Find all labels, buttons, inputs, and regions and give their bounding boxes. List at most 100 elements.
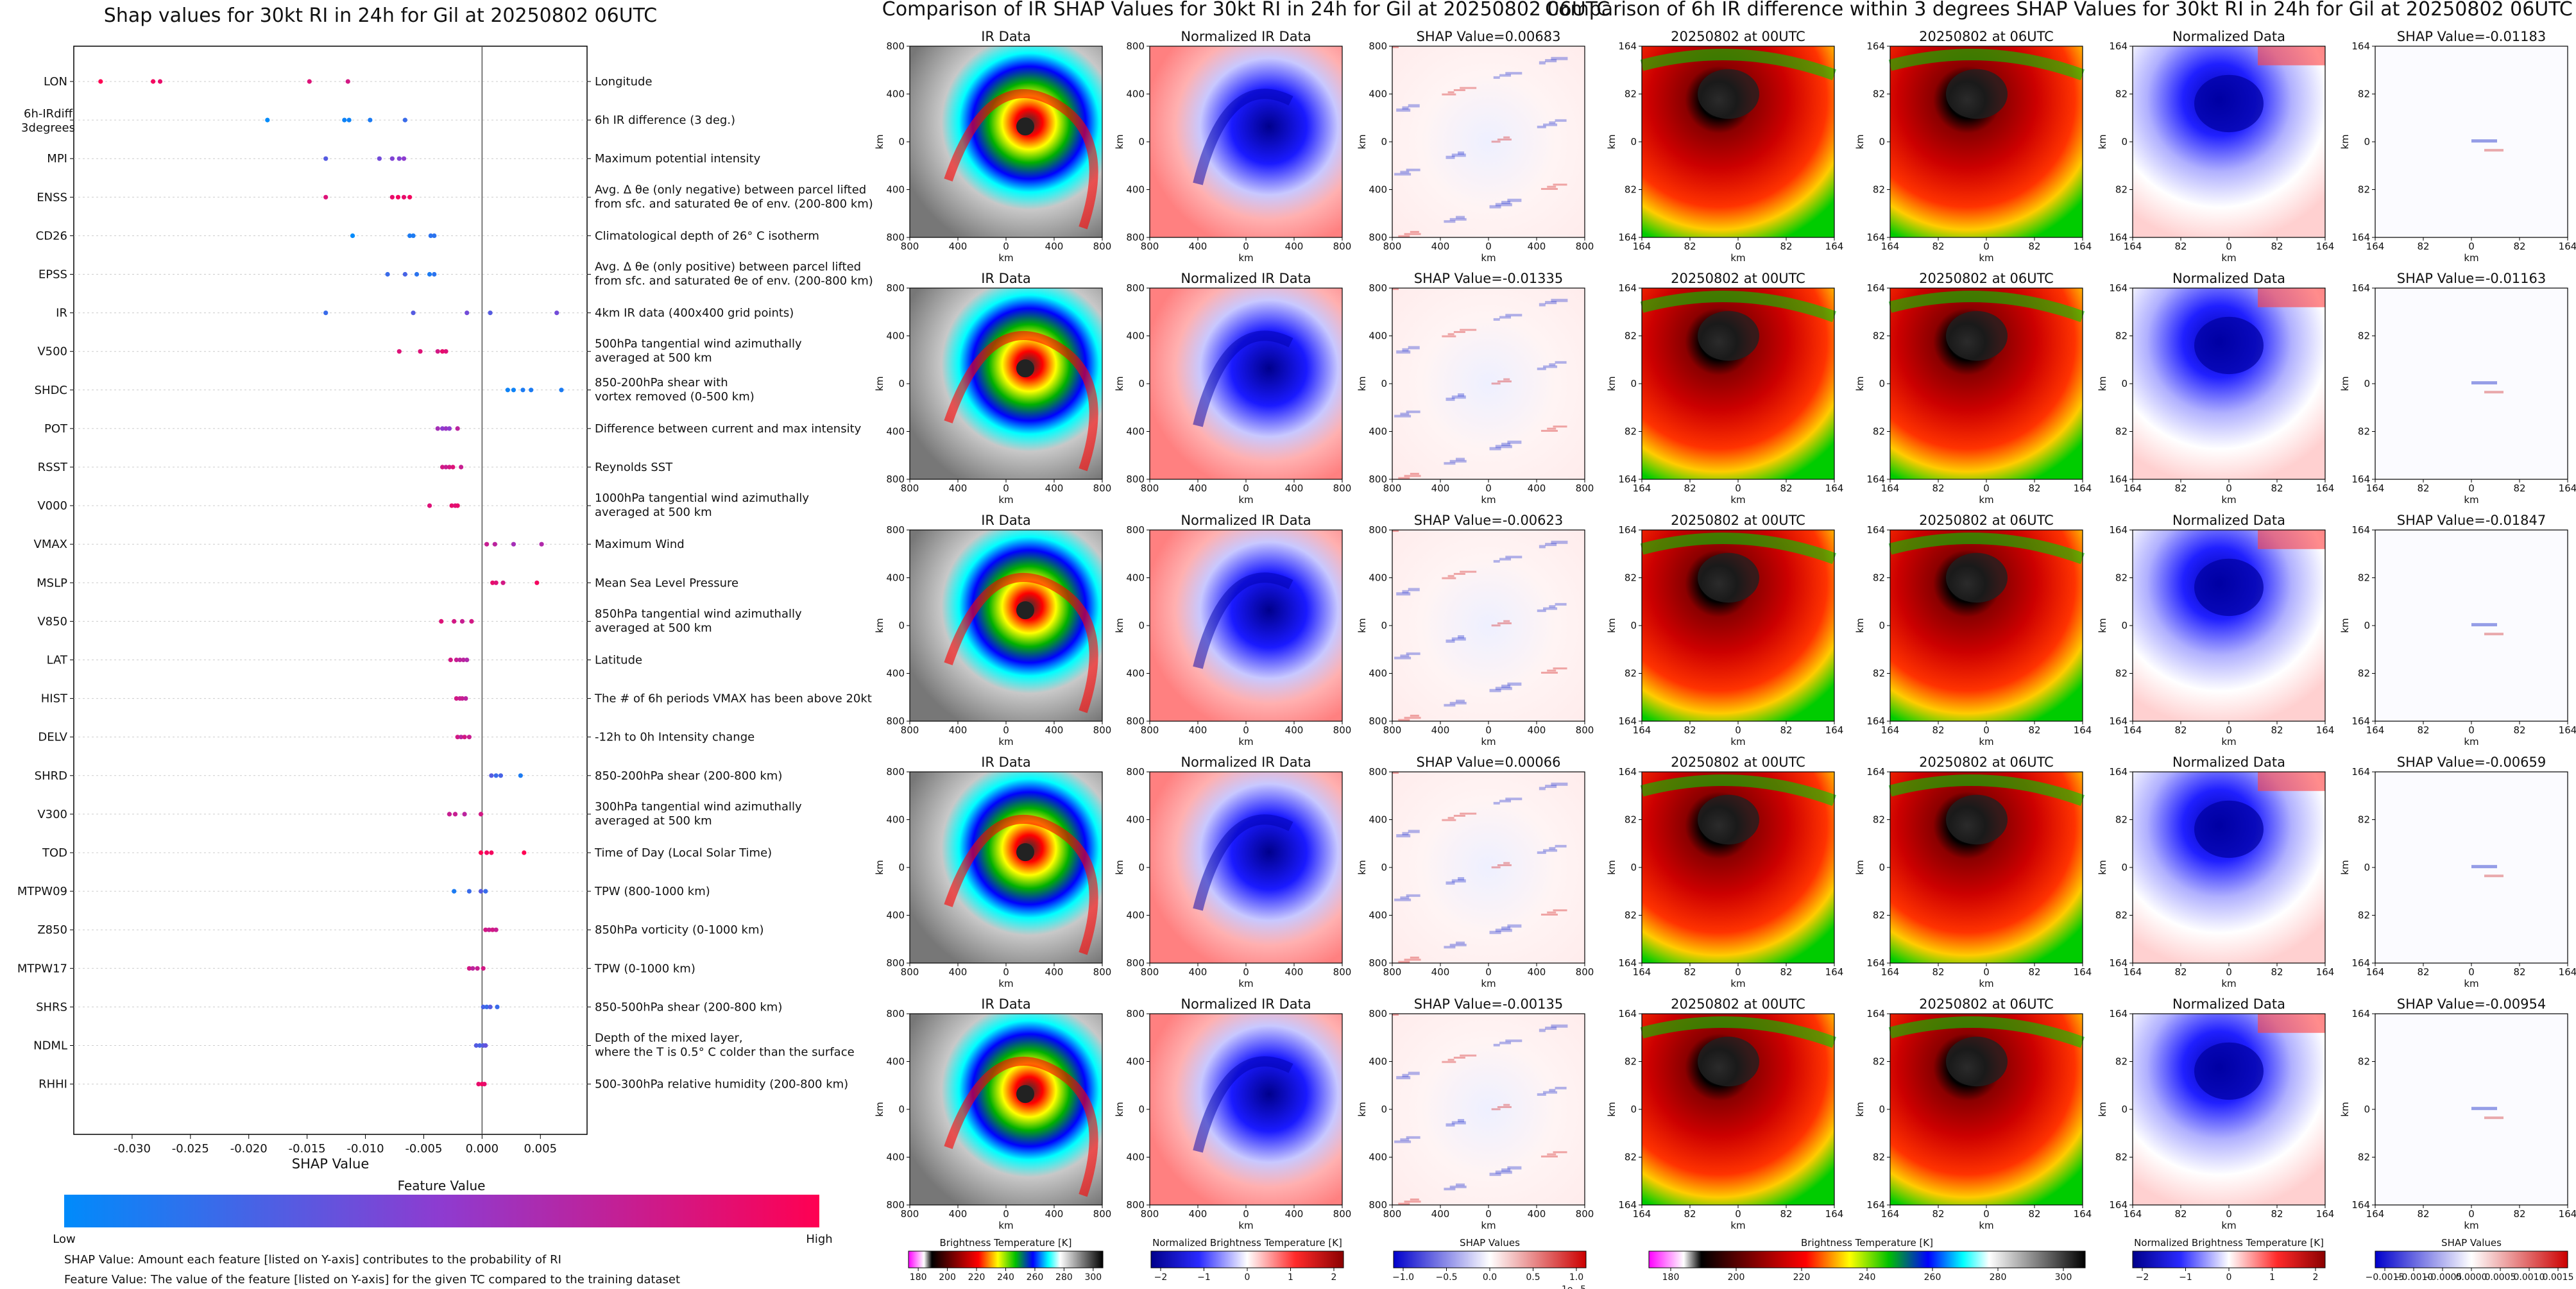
colorbar-tick-label: 0.0010 — [2514, 1272, 2545, 1283]
shap-blob — [1394, 414, 1412, 418]
panel-ytick-label: 800 — [1126, 957, 1145, 969]
panel-ytick-label: 800 — [1369, 715, 1387, 727]
feature-value-colorbar: Feature Value Low High — [53, 1178, 832, 1246]
shap-blob — [1540, 671, 1558, 674]
panel-ylabel: km — [1114, 376, 1125, 391]
shap-blob — [1539, 61, 1546, 65]
panel-xtick-label: 164 — [1633, 241, 1651, 252]
shap-blob — [1402, 106, 1409, 110]
shap-point — [439, 426, 445, 431]
panel-ytick-label: 82 — [1873, 1152, 1885, 1163]
panel-ylabel: km — [2097, 860, 2108, 875]
panel-xlabel: km — [1979, 1220, 1993, 1231]
shap-point — [449, 503, 454, 508]
image-panel: Normalized IR Data8008004004000040040080… — [1114, 996, 1351, 1231]
panel-xtick-label: 800 — [901, 241, 919, 252]
shap-blob — [1398, 477, 1410, 479]
panel-ytick-label: 400 — [886, 89, 905, 100]
shap-blob — [2484, 149, 2503, 152]
panel-xtick-label: 164 — [2559, 724, 2576, 736]
shap-blob — [1503, 136, 1510, 139]
panel-xtick-label: 800 — [1383, 241, 1402, 252]
panel-ytick-label: 82 — [2115, 668, 2128, 679]
shap-blob — [1495, 1170, 1512, 1174]
panel-xtick-label: 82 — [2417, 724, 2429, 736]
outer-band — [1640, 49, 1837, 81]
shap-blob — [1449, 1185, 1467, 1188]
shap-blob — [1408, 1071, 1420, 1075]
panel-xtick-label: 0 — [2226, 724, 2232, 736]
panel-ytick-label: 400 — [1369, 1152, 1387, 1163]
shap-blob — [1453, 330, 1465, 333]
panel-ytick-label: 800 — [886, 1199, 905, 1211]
feature-description-label: Maximum Wind — [595, 538, 685, 551]
panel-xtick-label: 800 — [1093, 241, 1112, 252]
spiral-band — [1193, 89, 1293, 185]
panel-xtick-label: 0 — [2226, 966, 2232, 978]
panel-xtick-label: 0 — [2468, 1208, 2475, 1220]
shap-blob — [1507, 924, 1522, 928]
panel-xlabel: km — [2221, 1220, 2236, 1231]
shap-blob — [1402, 832, 1409, 835]
shap-point — [539, 542, 544, 547]
colorbar-tick-label: 260 — [1027, 1272, 1044, 1283]
panel-ytick-label: 0 — [1630, 1104, 1637, 1115]
panel-ytick-label: 800 — [1126, 40, 1145, 52]
colorbar-tick-label: 1.0 — [1569, 1272, 1583, 1283]
shap-blob — [1495, 928, 1512, 932]
panel-ytick-label: 800 — [1126, 282, 1145, 294]
panel-xtick-label: 0 — [1983, 724, 1990, 736]
shap-blob — [1553, 425, 1567, 428]
panel-ytick-label: 400 — [1126, 910, 1145, 921]
panel-xlabel: km — [1238, 736, 1253, 747]
storm-core — [2194, 800, 2264, 858]
shap-point — [414, 271, 420, 277]
panel-xtick-label: 0 — [2468, 241, 2475, 252]
panel-ylabel: km — [2339, 1102, 2351, 1116]
panel-xtick-label: 0 — [1983, 241, 1990, 252]
panel-xtick-label: 400 — [1045, 724, 1064, 736]
shap-blob — [1501, 685, 1511, 688]
panel-ytick-label: 0 — [2121, 378, 2128, 389]
shap-point — [484, 1004, 490, 1009]
shap-point — [500, 580, 506, 585]
image-panel: Normalized IR Data8008004004000040040080… — [1114, 513, 1351, 747]
shap-blob — [1555, 844, 1567, 848]
panel-ytick-label: 400 — [886, 426, 905, 438]
colorbar-tick-label: −1 — [1197, 1272, 1211, 1283]
colorbar-tick-label: 2 — [2313, 1272, 2319, 1283]
panel-xtick-label: 164 — [1881, 1208, 1900, 1220]
shap-blob — [1451, 879, 1466, 883]
feature-name-label: V000 — [37, 499, 67, 513]
xtick-label: -0.010 — [347, 1142, 384, 1156]
panel-image — [910, 530, 1102, 721]
panel-ytick-label: 800 — [1126, 715, 1145, 727]
panel-xtick-label: 82 — [2174, 966, 2187, 978]
shap-blob — [1460, 812, 1477, 815]
panel-xtick-label: 400 — [1431, 966, 1450, 978]
panel-ylabel: km — [874, 618, 885, 633]
storm-core — [2194, 1042, 2264, 1100]
panel-xtick-label: 0 — [1735, 241, 1741, 252]
panel-ytick-label: 800 — [1369, 524, 1387, 536]
shap-point — [427, 503, 432, 508]
panel-ytick-label: 800 — [1126, 474, 1145, 485]
shap-blob — [1449, 459, 1467, 463]
colorbar-tick-label: 300 — [2055, 1272, 2072, 1283]
image-panel: SHAP Value=-0.01183164164828200828216416… — [2339, 29, 2576, 264]
shap-point — [454, 657, 459, 663]
panel-ytick-label: 400 — [1126, 330, 1145, 342]
panel-ytick-label: 82 — [1625, 668, 1637, 679]
panel-ytick-label: 82 — [1873, 572, 1885, 584]
shap-point — [478, 850, 484, 855]
shap-blob — [1392, 46, 1399, 48]
panel-image — [910, 288, 1102, 479]
shap-point — [490, 580, 495, 585]
colorbar: SHAP Values−0.0015−0.0010−0.00050.00000.… — [2366, 1237, 2574, 1283]
colorbar-tick-label: 220 — [1793, 1272, 1811, 1283]
shap-blob — [1451, 395, 1466, 399]
panel-ytick-label: 800 — [886, 715, 905, 727]
colorbar: SHAP Values −1.0 −0.5 0.0 0.5 1.0 1e−5 — [1392, 1237, 1587, 1289]
panel-image — [910, 46, 1102, 237]
shap-blob — [1489, 688, 1501, 692]
